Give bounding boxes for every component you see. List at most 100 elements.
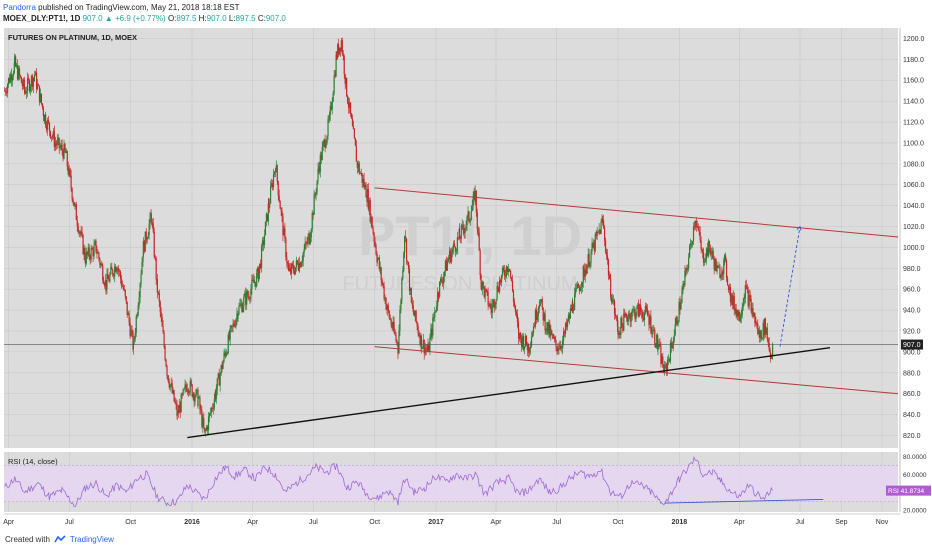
candle [698, 230, 700, 232]
candle [443, 271, 446, 277]
candle [327, 119, 329, 137]
candle [94, 242, 96, 246]
candle [659, 343, 661, 347]
candle [542, 307, 544, 321]
candle [21, 83, 23, 87]
candle [513, 301, 516, 306]
candle [492, 299, 494, 305]
open-label: O: [167, 14, 177, 23]
candle [348, 102, 351, 108]
candle [508, 268, 510, 270]
candle [635, 314, 637, 319]
price-change: ▲ +6.9 (+0.77%) [104, 14, 166, 23]
candle [681, 291, 683, 303]
candle [442, 276, 445, 284]
candle [630, 317, 632, 322]
candle [353, 129, 355, 139]
projection-arrow[interactable] [779, 226, 801, 347]
candle [134, 332, 136, 339]
candle [39, 93, 42, 103]
candle [546, 322, 548, 331]
candle [215, 390, 217, 400]
candle [582, 266, 584, 283]
candle [536, 316, 538, 320]
time-axis-tick-label: Jul [796, 519, 805, 526]
candle [690, 243, 692, 246]
candle [391, 325, 393, 329]
candle [292, 265, 295, 272]
candle [17, 68, 20, 80]
rsi-axis-tick-label: 80.0000 [903, 454, 927, 461]
candle [452, 243, 455, 249]
candle [339, 47, 342, 51]
candle [15, 56, 17, 67]
candle [529, 348, 531, 353]
candle [85, 252, 87, 264]
candle [480, 283, 482, 290]
candle [298, 262, 300, 272]
candle [329, 105, 331, 115]
candle [270, 183, 273, 187]
candle [400, 300, 402, 311]
channel-lower-line[interactable] [374, 346, 899, 395]
candle [201, 410, 203, 427]
time-axis-tick-label: Oct [369, 519, 380, 526]
candle [511, 280, 514, 292]
candle [375, 245, 377, 255]
candle [253, 279, 255, 283]
candle [678, 302, 680, 322]
candle [303, 248, 305, 253]
candle [300, 263, 302, 268]
candle [447, 258, 449, 262]
candle [58, 137, 60, 148]
rsi-divergence-line[interactable] [664, 499, 824, 504]
candle [45, 114, 47, 126]
watermark-symbol: PT1!, 1D [358, 204, 582, 267]
candle [521, 336, 524, 347]
price-pane[interactable] [4, 28, 898, 448]
candle [719, 267, 721, 278]
candle [465, 224, 467, 229]
candle [32, 78, 34, 87]
candle [30, 76, 33, 87]
candle [510, 270, 512, 278]
candle [472, 195, 474, 206]
candle [161, 317, 163, 327]
candle [246, 291, 248, 305]
channel-upper-line[interactable] [374, 187, 899, 238]
candle [626, 314, 628, 319]
candle [722, 271, 724, 274]
candle [528, 344, 530, 353]
candle [730, 294, 732, 303]
tradingview-brand[interactable]: TradingView [69, 535, 114, 544]
projection-arrow-head-icon [796, 225, 802, 231]
ohlc-line: MOEX_DLY:PT1!, 1D 907.0 ▲ +6.9 (+0.77%) … [3, 13, 903, 24]
support-trendline[interactable] [187, 347, 831, 439]
candle [227, 334, 229, 354]
candle [206, 426, 209, 431]
candle [308, 233, 310, 245]
candle [282, 216, 284, 236]
candle [285, 238, 287, 258]
time-axis-tick-label: Sep [835, 519, 848, 526]
candle [342, 53, 344, 57]
candle [569, 308, 571, 319]
candle [274, 171, 276, 173]
candle [459, 238, 461, 239]
candle [545, 330, 547, 332]
author-link[interactable]: Pandorra [3, 3, 36, 12]
candle [652, 329, 654, 334]
candle [381, 280, 383, 284]
candle [455, 250, 457, 252]
candle [593, 242, 595, 251]
candle [595, 234, 597, 236]
candle [419, 336, 421, 345]
candle [749, 295, 751, 300]
low-label: L: [228, 14, 236, 23]
candle [588, 253, 590, 267]
candle [663, 367, 665, 373]
candle [653, 329, 655, 331]
candle [565, 323, 568, 327]
candle [667, 359, 670, 361]
